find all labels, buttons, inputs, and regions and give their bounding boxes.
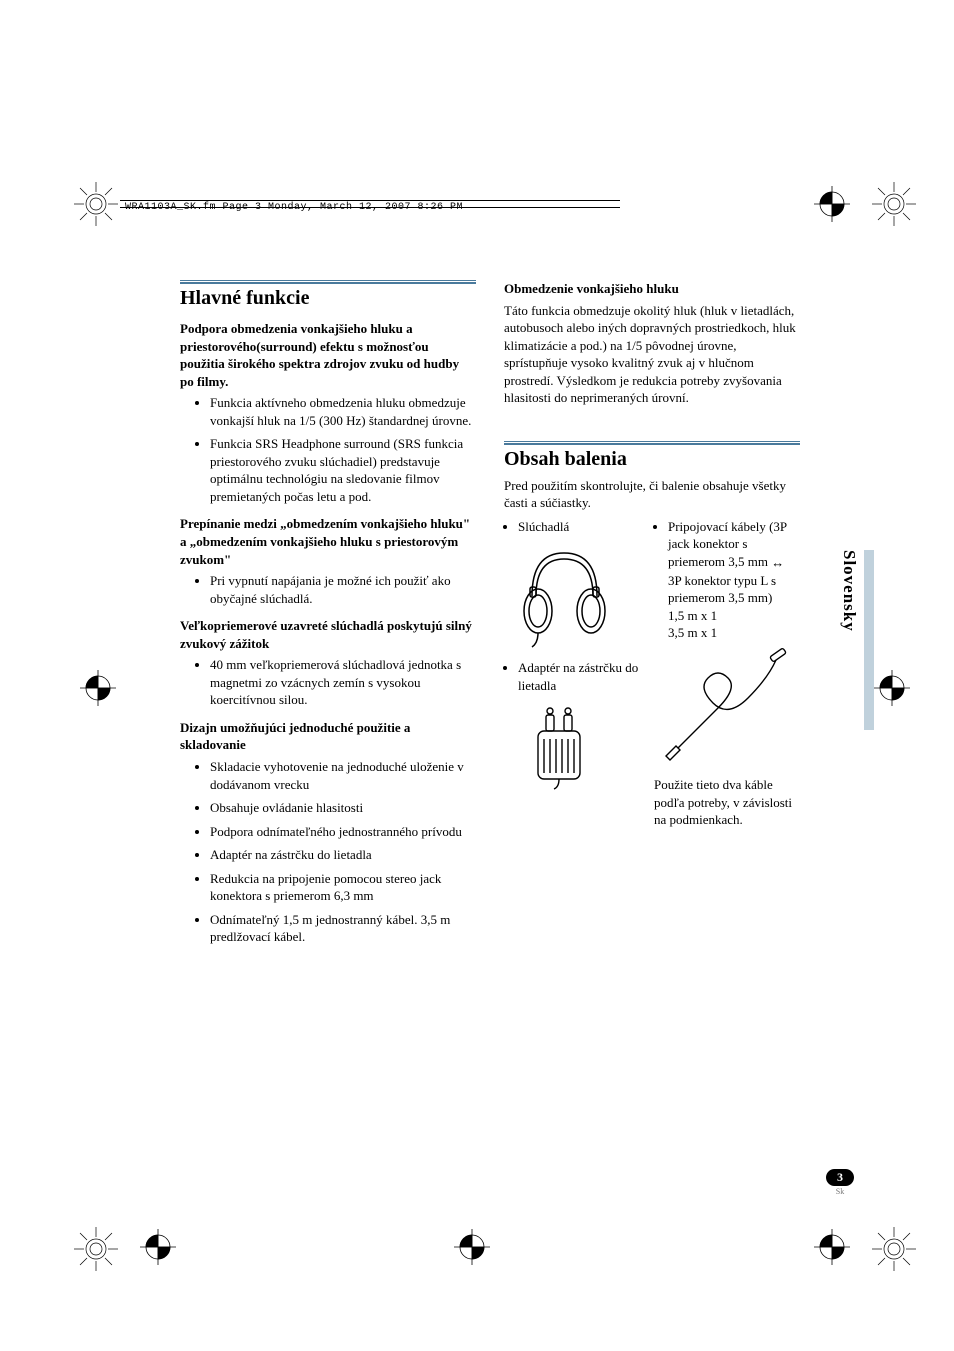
- item-cables: Pripojovací kábely (3P jack konektor s p…: [668, 518, 794, 642]
- item-adapter: Adaptér na zástrčku do lietadla: [518, 659, 644, 694]
- crop-mark-target-br: [814, 1229, 850, 1265]
- noise-limit-body: Táto funkcia obmedzuje okolitý hluk (hlu…: [504, 302, 800, 407]
- list-item: Odnímateľný 1,5 m jednostranný kábel. 3,…: [210, 911, 476, 946]
- main-functions-heading: Hlavné funkcie: [180, 287, 476, 310]
- design-subheading: Dizajn umožňujúci jednoduché použitie a …: [180, 719, 476, 754]
- large-driver-subheading: Veľkopriemerové uzavreté slúchadlá posky…: [180, 617, 476, 652]
- item-cables-text-a: Pripojovací kábely (3P jack konektor s p…: [668, 519, 787, 569]
- contents-intro: Pred použitím skontrolujte, či balenie o…: [504, 477, 800, 512]
- list-item: 40 mm veľkopriemerová slúchadlová jednot…: [210, 656, 476, 709]
- left-column: Hlavné funkcie Podpora obmedzenia vonkaj…: [180, 280, 476, 954]
- item-headphones: Slúchadlá: [518, 518, 644, 536]
- page-lang: Sk: [826, 1187, 854, 1196]
- right-column: Obmedzenie vonkajšieho hluku Táto funkci…: [504, 280, 800, 954]
- page-number-badge: 3 Sk: [826, 1169, 854, 1196]
- side-tab-bar: [864, 550, 874, 730]
- list-item: Funkcia aktívneho obmedzenia hluku obmed…: [210, 394, 476, 429]
- header-crop-text: WRA1103A_SK.fm Page 3 Monday, March 12, …: [125, 202, 463, 213]
- side-language-label: Slovensky: [839, 550, 859, 632]
- crop-mark-sun-tr: [872, 182, 916, 226]
- list-item: Obsahuje ovládanie hlasitosti: [210, 799, 476, 817]
- page-content: Hlavné funkcie Podpora obmedzenia vonkaj…: [180, 280, 800, 954]
- intro-bullets: Funkcia aktívneho obmedzenia hluku obmed…: [210, 394, 476, 505]
- item-cables-text-b: 3P konektor typu L s priemerom 3,5 mm): [668, 573, 776, 606]
- contents-left-col: Slúchadlá: [504, 518, 644, 835]
- list-item: Pri vypnutí napájania je možné ich použi…: [210, 572, 476, 607]
- intro-subheading: Podpora obmedzenia vonkajšieho hluku a p…: [180, 320, 476, 390]
- crop-mark-target-tr: [814, 186, 850, 222]
- double-arrow-icon: ↔: [771, 554, 784, 572]
- list-item: Redukcia na pripojenie pomocou stereo ja…: [210, 870, 476, 905]
- crop-mark-sun-br: [872, 1227, 916, 1271]
- page-number: 3: [826, 1169, 854, 1186]
- crop-mark-sun-tl: [74, 182, 118, 226]
- cable-length-2: 3,5 m x 1: [668, 625, 717, 640]
- adapter-icon: [524, 701, 594, 791]
- contents-right-col: Pripojovací kábely (3P jack konektor s p…: [654, 518, 794, 835]
- list-item: Adaptér na zástrčku do lietadla: [210, 846, 476, 864]
- cable-note: Použite tieto dva káble podľa potreby, v…: [654, 776, 794, 829]
- design-bullets: Skladacie vyhotovenie na jednoduché ulož…: [210, 758, 476, 946]
- switching-subheading: Prepínanie medzi „obmedzením vonkajšieho…: [180, 515, 476, 568]
- crop-mark-target-ml: [80, 670, 116, 706]
- crop-mark-target-mr: [874, 670, 910, 706]
- crop-mark-target-bc: [454, 1229, 490, 1265]
- section-rule: [504, 441, 800, 444]
- switching-bullets: Pri vypnutí napájania je možné ich použi…: [210, 572, 476, 607]
- cable-icon: [658, 648, 788, 768]
- crop-mark-sun-bl: [74, 1227, 118, 1271]
- list-item: Skladacie vyhotovenie na jednoduché ulož…: [210, 758, 476, 793]
- large-driver-bullets: 40 mm veľkopriemerová slúchadlová jednot…: [210, 656, 476, 709]
- noise-limit-heading: Obmedzenie vonkajšieho hluku: [504, 280, 800, 298]
- cable-length-1: 1,5 m x 1: [668, 608, 717, 623]
- crop-mark-target-bl: [140, 1229, 176, 1265]
- list-item: Funkcia SRS Headphone surround (SRS funk…: [210, 435, 476, 505]
- contents-heading: Obsah balenia: [504, 448, 800, 471]
- section-rule: [180, 280, 476, 283]
- headphones-icon: [512, 541, 617, 651]
- list-item: Podpora odnímateľného jednostranného prí…: [210, 823, 476, 841]
